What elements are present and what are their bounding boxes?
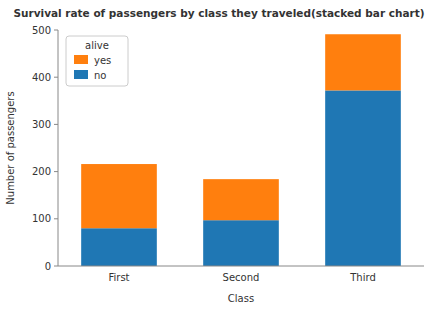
legend-entry: no — [94, 70, 106, 81]
y-tick-label: 500 — [32, 25, 51, 36]
x-tick-label: First — [108, 272, 129, 283]
x-tick-label: Third — [349, 272, 376, 283]
bar — [203, 220, 279, 266]
x-axis — [58, 266, 424, 267]
y-tick — [54, 30, 58, 31]
bar — [325, 34, 401, 90]
legend-entry: yes — [94, 55, 111, 66]
chart-container: Survival rate of passengers by class the… — [0, 0, 438, 310]
chart: Survival rate of passengers by class the… — [0, 0, 438, 310]
title: Survival rate of passengers by class the… — [13, 7, 424, 19]
bars — [81, 34, 401, 266]
y-tick — [54, 218, 58, 219]
y-tick-label: 200 — [32, 166, 51, 177]
bar — [81, 164, 157, 228]
y-axis-label: Number of passengers — [5, 91, 16, 204]
legend-box — [66, 36, 128, 86]
y-tick — [54, 124, 58, 125]
y-tick-label: 400 — [32, 72, 51, 83]
bar — [325, 90, 401, 266]
y-tick — [54, 266, 58, 267]
legend: alive yes no — [66, 36, 128, 86]
y-tick-label: 0 — [45, 261, 51, 272]
y-tick-label: 300 — [32, 119, 51, 130]
bar — [81, 228, 157, 266]
x-tick-label: Second — [223, 272, 260, 283]
y-tick — [54, 171, 58, 172]
bar — [203, 179, 279, 220]
y-axis — [58, 30, 59, 266]
x-axis-label: Class — [228, 293, 254, 304]
y-tick — [54, 77, 58, 78]
legend-swatch — [74, 70, 88, 79]
legend-title: alive — [85, 40, 109, 51]
y-tick-label: 100 — [32, 213, 51, 224]
legend-swatch — [74, 55, 88, 64]
